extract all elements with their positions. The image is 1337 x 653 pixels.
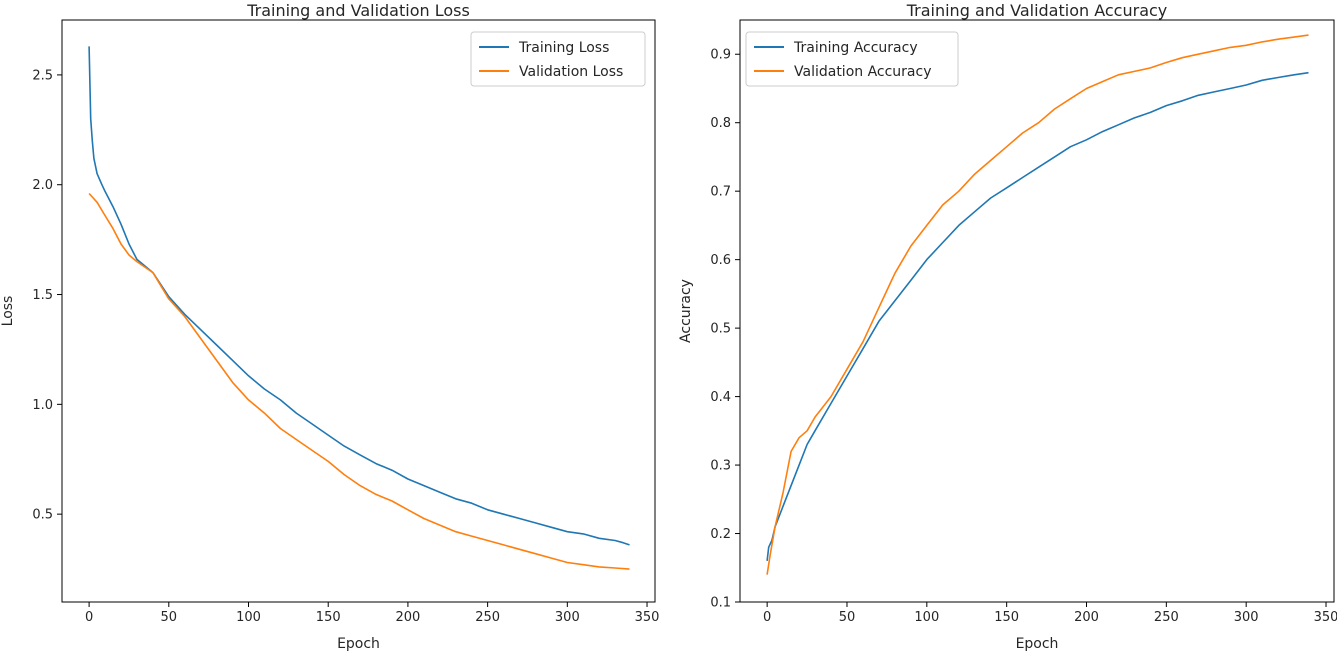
series-line-1 [766, 34, 1309, 575]
y-tick-label: 0.5 [32, 508, 53, 523]
plot-frame [739, 19, 1335, 603]
legend: Training Accuracy Validation Accuracy [745, 31, 959, 87]
x-tick-label: 50 [839, 610, 856, 625]
legend-label-0: Training Accuracy [793, 40, 918, 56]
x-tick-label: 150 [994, 610, 1019, 625]
y-tick-label: 1.5 [32, 288, 53, 303]
x-tick-label: 200 [1074, 610, 1099, 625]
x-tick-label: 150 [316, 610, 341, 625]
legend-box [745, 31, 959, 87]
y-axis-label: Accuracy [678, 279, 694, 343]
legend-label-1: Validation Accuracy [794, 64, 932, 80]
chart-title: Training and Validation Loss [246, 1, 470, 20]
accuracy-chart: Training and Validation Accuracy 0 50 100 15… [678, 1, 1337, 652]
y-tick-label: 0.4 [710, 390, 731, 405]
y-tick-label: 0.1 [710, 596, 731, 611]
x-tick-label: 250 [475, 610, 500, 625]
x-tick-label: 0 [85, 610, 93, 625]
x-tick-label: 350 [635, 610, 660, 625]
x-tick-label: 300 [555, 610, 580, 625]
plot-frame [61, 19, 656, 603]
y-tick-label: 2.5 [32, 68, 53, 83]
y-tick-label: 0.2 [710, 527, 731, 542]
y-tick-label: 2.0 [32, 178, 53, 193]
x-tick-label: 0 [763, 610, 771, 625]
y-tick-label: 1.0 [32, 398, 53, 413]
x-tick-label: 100 [236, 610, 261, 625]
x-axis-label: Epoch [337, 636, 380, 652]
x-tick-label: 200 [396, 610, 421, 625]
loss-chart: Training and Validation Loss 0 50 100 150 200… [0, 1, 659, 652]
y-tick-label: 0.3 [710, 459, 731, 474]
series-line-1 [88, 192, 630, 570]
legend-label-0: Training Loss [518, 40, 609, 56]
legend-label-1: Validation Loss [519, 64, 623, 80]
x-tick-label: 350 [1314, 610, 1337, 625]
x-tick-label: 100 [914, 610, 939, 625]
x-axis-label: Epoch [1016, 636, 1059, 652]
x-tick-label: 250 [1154, 610, 1179, 625]
y-tick-label: 0.7 [710, 185, 731, 200]
y-tick-label: 0.9 [710, 48, 731, 63]
y-axis-label: Loss [0, 296, 16, 327]
y-tick-label: 0.8 [710, 116, 731, 131]
y-tick-label: 0.6 [710, 253, 731, 268]
legend-box [470, 31, 646, 87]
series-line-0 [766, 71, 1309, 561]
y-tick-label: 0.5 [710, 322, 731, 337]
chart-title: Training and Validation Accuracy [906, 1, 1168, 20]
series-line-0 [88, 46, 630, 546]
x-tick-label: 50 [161, 610, 178, 625]
x-tick-label: 300 [1234, 610, 1259, 625]
legend: Training Loss Validation Loss [470, 31, 646, 87]
